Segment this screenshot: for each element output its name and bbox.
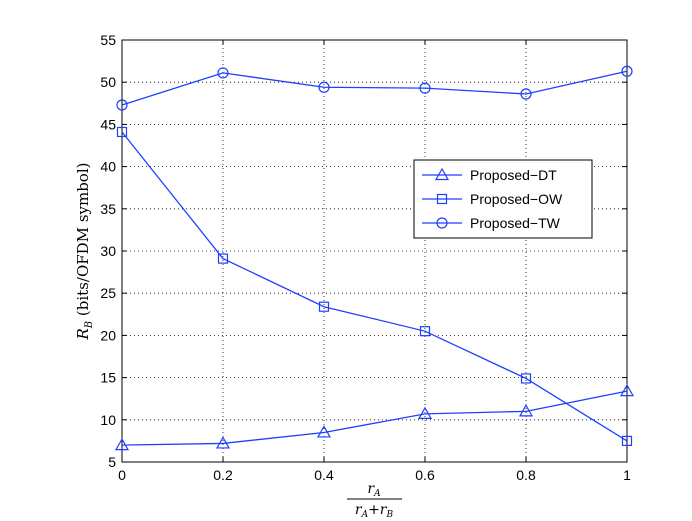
y-tick-label: 15 <box>100 370 116 386</box>
data-point-square <box>217 253 229 264</box>
y-tick-label: 55 <box>100 32 116 48</box>
x-tick-label: 1 <box>623 467 631 483</box>
x-label-numerator: rA <box>367 481 381 499</box>
y-tick-label: 50 <box>100 74 116 90</box>
x-axis-label: rA rA+rB <box>347 481 402 520</box>
data-point-triangle <box>114 437 130 451</box>
y-tick-label: 20 <box>100 327 116 343</box>
data-point-circle <box>217 67 229 79</box>
y-tick-label: 25 <box>100 285 116 301</box>
data-point-circle <box>520 88 532 100</box>
legend-label-triangle: Proposed−DT <box>470 167 557 183</box>
legend-marker-triangle <box>434 167 450 181</box>
grid-lines <box>122 40 627 462</box>
legend: Proposed−DT Proposed−OW Proposed−TW <box>413 159 593 239</box>
data-point-square <box>419 326 431 337</box>
y-tick-label: 40 <box>100 159 116 175</box>
y-tick-label: 10 <box>100 412 116 428</box>
x-tick-label: 0.6 <box>415 467 435 483</box>
x-tick-label: 0 <box>118 467 126 483</box>
data-point-circle <box>621 65 633 77</box>
data-point-square <box>318 301 330 312</box>
data-point-triangle <box>417 406 433 419</box>
series-line-circle <box>121 70 628 106</box>
data-point-square <box>520 373 532 384</box>
x-label-denominator: rA+rB <box>355 502 394 520</box>
series-group <box>114 65 635 451</box>
data-point-square <box>621 435 633 446</box>
legend-marker-circle <box>436 217 448 229</box>
data-point-triangle <box>215 436 231 449</box>
legend-label-square: Proposed−OW <box>470 191 563 207</box>
tick-marks <box>121 39 628 463</box>
data-point-circle <box>318 81 330 93</box>
data-point-circle <box>419 82 431 94</box>
series-line-square <box>121 131 628 442</box>
y-tick-label: 45 <box>100 116 116 132</box>
data-point-triangle <box>518 404 534 417</box>
x-tick-label: 0.2 <box>213 467 233 483</box>
data-point-circle <box>116 99 128 111</box>
data-point-triangle <box>619 383 635 397</box>
y-tick-label: 30 <box>100 243 116 259</box>
series-line-triangle <box>121 390 628 446</box>
y-axis-label: RB (bits/OFDM symbol) <box>74 163 95 341</box>
x-tick-label: 0.8 <box>516 467 536 483</box>
legend-label-circle: Proposed−TW <box>470 215 561 231</box>
data-point-square <box>116 126 128 138</box>
legend-marker-square <box>436 193 448 205</box>
data-point-triangle <box>316 425 332 438</box>
x-tick-label: 0.4 <box>314 467 334 483</box>
y-tick-label: 35 <box>100 201 116 217</box>
y-tick-label: 5 <box>108 454 116 470</box>
